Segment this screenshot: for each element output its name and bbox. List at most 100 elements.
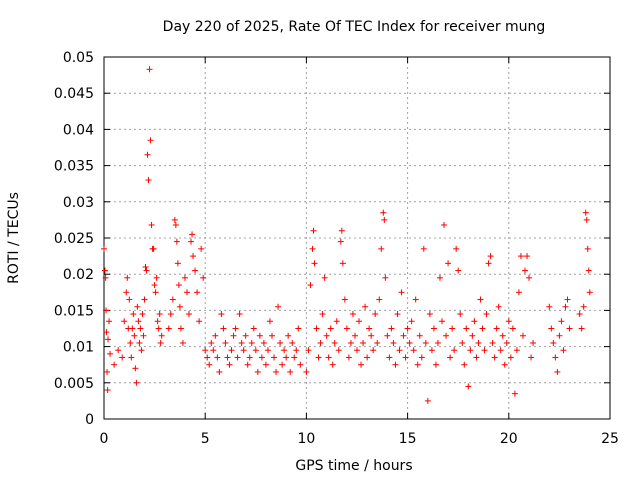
data-point	[179, 339, 186, 346]
data-point	[432, 361, 439, 368]
data-point	[137, 325, 144, 332]
x-tick-label: 20	[500, 431, 518, 447]
data-point	[141, 296, 148, 303]
data-point	[236, 311, 243, 318]
data-point	[140, 332, 147, 339]
data-point	[345, 354, 352, 361]
data-point	[465, 383, 472, 390]
x-tick-label: 25	[601, 431, 619, 447]
y-tick-label: 0.01	[63, 340, 94, 356]
data-point	[469, 332, 476, 339]
data-point	[560, 347, 567, 354]
y-tick-label: 0.025	[54, 231, 94, 247]
data-point	[297, 361, 304, 368]
data-point	[356, 318, 363, 325]
data-point	[171, 216, 178, 223]
data-point	[111, 361, 118, 368]
data-point	[521, 267, 528, 274]
data-point	[150, 245, 157, 252]
data-point	[102, 267, 109, 274]
data-point	[386, 354, 393, 361]
data-point	[528, 354, 535, 361]
data-point	[127, 339, 134, 346]
data-point	[273, 368, 280, 375]
data-point	[505, 318, 512, 325]
data-point	[366, 325, 373, 332]
data-point	[451, 347, 458, 354]
x-tick-label: 5	[201, 431, 210, 447]
data-point	[204, 354, 211, 361]
data-point	[144, 151, 151, 158]
x-tick-label: 15	[399, 431, 417, 447]
data-point	[381, 216, 388, 223]
data-point	[370, 347, 377, 354]
data-point	[329, 361, 336, 368]
data-point	[430, 325, 437, 332]
data-point	[266, 318, 273, 325]
data-point	[333, 318, 340, 325]
data-point	[398, 289, 405, 296]
data-point	[214, 354, 221, 361]
data-point	[394, 311, 401, 318]
data-point	[436, 274, 443, 281]
data-point	[499, 332, 506, 339]
data-point	[250, 325, 257, 332]
data-point	[198, 245, 205, 252]
data-point	[293, 347, 300, 354]
data-point	[358, 361, 365, 368]
data-point	[310, 227, 317, 234]
data-point	[461, 361, 468, 368]
data-point	[139, 311, 146, 318]
data-point	[585, 267, 592, 274]
data-point	[515, 289, 522, 296]
data-point	[467, 347, 474, 354]
data-point	[475, 339, 482, 346]
data-point	[586, 289, 593, 296]
data-point	[173, 238, 180, 245]
data-point	[188, 238, 195, 245]
data-point	[176, 303, 183, 310]
data-point	[285, 332, 292, 339]
data-point	[319, 311, 326, 318]
data-point	[232, 325, 239, 332]
data-point	[126, 296, 133, 303]
data-point	[281, 347, 288, 354]
data-point	[258, 354, 265, 361]
data-point	[455, 267, 462, 274]
data-point	[177, 325, 184, 332]
data-point	[313, 325, 320, 332]
data-point	[151, 282, 158, 289]
data-point	[503, 339, 510, 346]
data-point	[157, 339, 164, 346]
data-point	[410, 347, 417, 354]
data-point	[338, 227, 345, 234]
data-point	[175, 282, 182, 289]
data-point	[252, 347, 259, 354]
data-point	[165, 325, 172, 332]
data-point	[459, 339, 466, 346]
data-point	[224, 354, 231, 361]
data-point	[202, 347, 209, 354]
data-point	[558, 318, 565, 325]
data-point	[556, 332, 563, 339]
data-point	[491, 354, 498, 361]
data-point	[158, 332, 165, 339]
data-point	[264, 347, 271, 354]
data-point	[102, 274, 109, 281]
data-point	[347, 339, 354, 346]
data-point	[511, 390, 518, 397]
data-point	[584, 245, 591, 252]
y-tick-label: 0.02	[63, 267, 94, 283]
data-point	[321, 274, 328, 281]
data-point	[103, 329, 110, 336]
data-point	[105, 336, 112, 343]
data-point	[327, 325, 334, 332]
data-point	[412, 296, 419, 303]
data-point	[485, 260, 492, 267]
data-point	[428, 347, 435, 354]
data-point	[453, 245, 460, 252]
data-point	[121, 318, 128, 325]
data-point	[408, 318, 415, 325]
data-point	[481, 347, 488, 354]
data-point	[124, 274, 131, 281]
